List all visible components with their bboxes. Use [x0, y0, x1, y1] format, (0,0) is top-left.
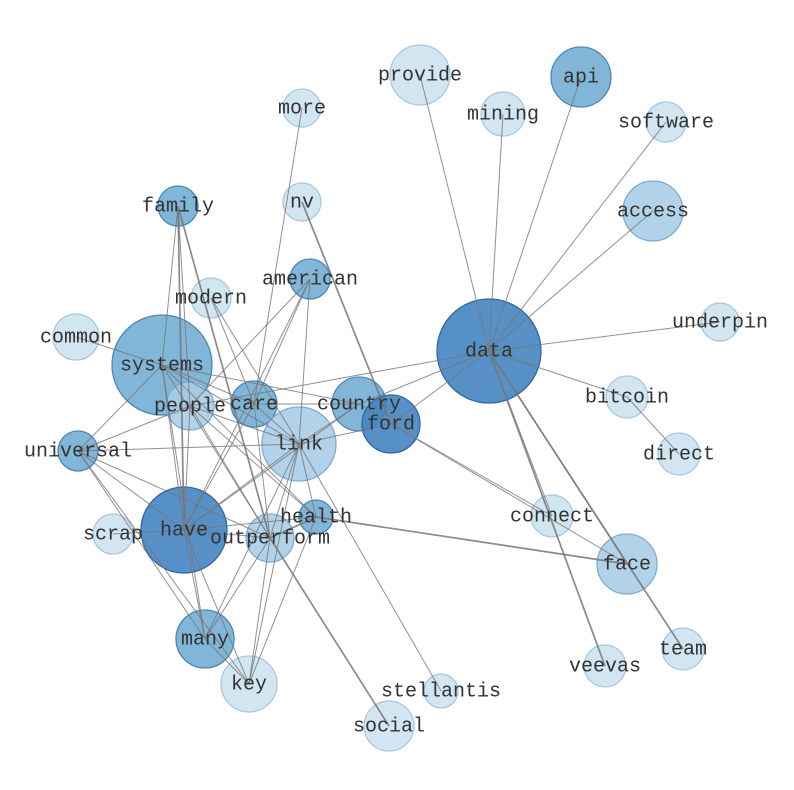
svg-text:bitcoin: bitcoin — [585, 386, 669, 409]
svg-text:team: team — [659, 638, 707, 661]
svg-text:universal: universal — [24, 440, 132, 463]
svg-text:american: american — [262, 268, 358, 291]
svg-text:modern: modern — [175, 287, 247, 310]
svg-text:underpin: underpin — [672, 311, 768, 334]
svg-text:have: have — [160, 519, 208, 542]
svg-text:social: social — [353, 715, 425, 738]
svg-text:common: common — [40, 326, 112, 349]
svg-text:outperform: outperform — [210, 527, 330, 550]
svg-text:nv: nv — [290, 191, 314, 214]
svg-text:systems: systems — [120, 354, 204, 377]
svg-text:connect: connect — [510, 505, 594, 528]
svg-text:many: many — [181, 628, 229, 651]
svg-text:ford: ford — [367, 413, 415, 436]
svg-text:people: people — [154, 395, 226, 418]
svg-text:stellantis: stellantis — [381, 680, 501, 703]
svg-text:care: care — [230, 393, 278, 416]
svg-text:link: link — [275, 433, 323, 456]
svg-text:software: software — [618, 111, 714, 134]
svg-text:veevas: veevas — [569, 655, 641, 678]
svg-text:key: key — [231, 673, 267, 696]
svg-text:access: access — [617, 200, 689, 223]
svg-text:provide: provide — [378, 64, 462, 87]
svg-text:more: more — [278, 97, 326, 120]
svg-text:scrap: scrap — [83, 523, 143, 546]
svg-text:health: health — [280, 506, 352, 529]
svg-text:face: face — [603, 553, 651, 576]
svg-text:data: data — [465, 340, 513, 363]
svg-text:family: family — [142, 195, 214, 218]
svg-text:direct: direct — [643, 443, 715, 466]
svg-text:api: api — [563, 66, 599, 89]
svg-text:mining: mining — [467, 103, 539, 126]
